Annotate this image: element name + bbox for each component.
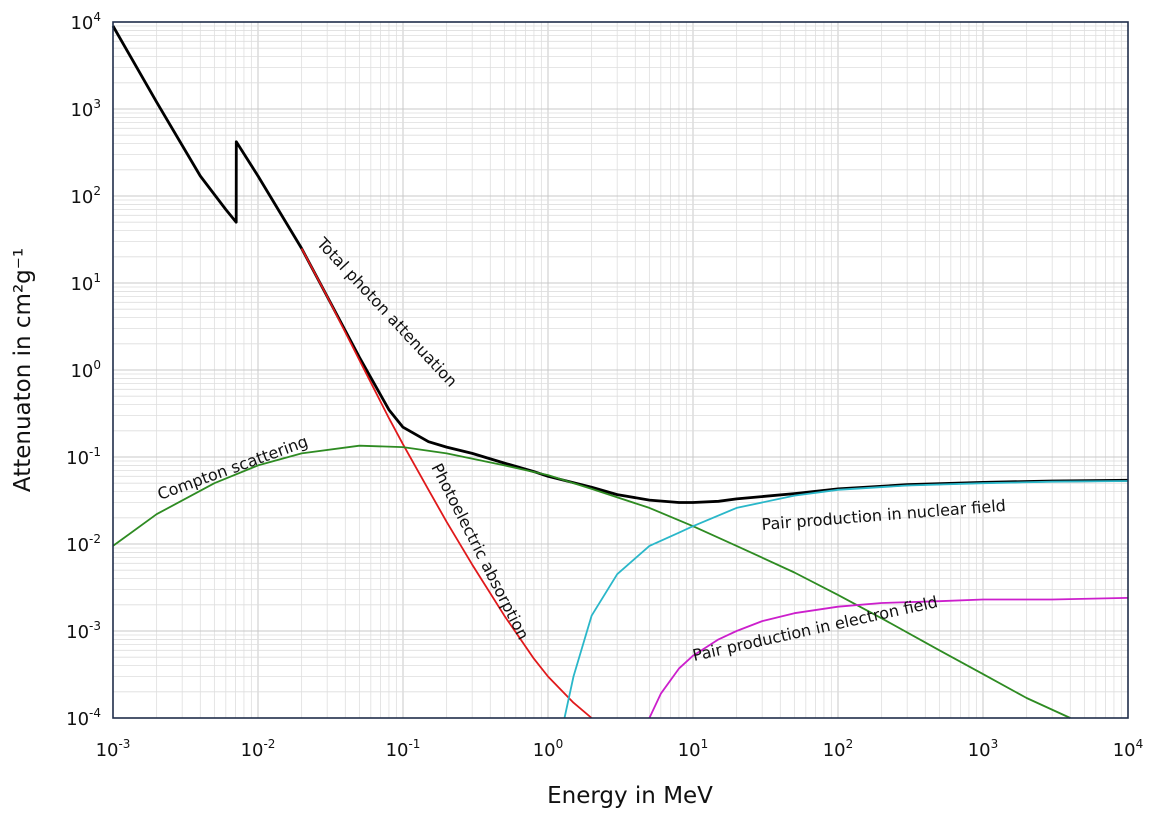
y-tick-label: 104 — [70, 10, 101, 34]
y-tick-label: 103 — [70, 97, 101, 121]
x-tick-label: 10-2 — [241, 737, 276, 761]
series-layer — [111, 25, 1129, 719]
series-line-total-photon-attenuation — [111, 25, 1129, 504]
series-line-photoelectric-absorption — [300, 247, 593, 719]
y-tick-label: 10-1 — [66, 445, 101, 469]
x-tick-label: 104 — [1113, 737, 1144, 761]
y-axis-title: Attenuaton in cm²g⁻¹ — [10, 248, 36, 492]
x-tick-label: 100 — [533, 737, 564, 761]
series-line-pair-production-in-electron-field — [648, 597, 1129, 719]
series-line-compton-scattering — [112, 444, 1071, 719]
plot-frame — [112, 21, 1129, 719]
x-axis-title: Energy in MeV — [547, 783, 713, 809]
series-line-pair-production-in-nuclear-field — [563, 480, 1129, 719]
tick-labels: 10-3 10-2 10-1 100 101 102 103 104 10-4 10-3 10-2 1… — [66, 10, 1143, 761]
x-tick-label: 102 — [823, 737, 854, 761]
y-tick-label: 102 — [70, 184, 101, 208]
y-tick-label: 101 — [70, 271, 101, 295]
grid — [113, 22, 1128, 718]
x-tick-label: 10-1 — [386, 737, 421, 761]
x-tick-label: 101 — [678, 737, 709, 761]
x-tick-label: 10-3 — [96, 737, 131, 761]
y-tick-label: 100 — [70, 358, 101, 382]
x-tick-label: 103 — [968, 737, 999, 761]
y-tick-label: 10-3 — [66, 619, 101, 643]
y-tick-label: 10-4 — [66, 706, 101, 730]
y-tick-label: 10-2 — [66, 532, 101, 556]
